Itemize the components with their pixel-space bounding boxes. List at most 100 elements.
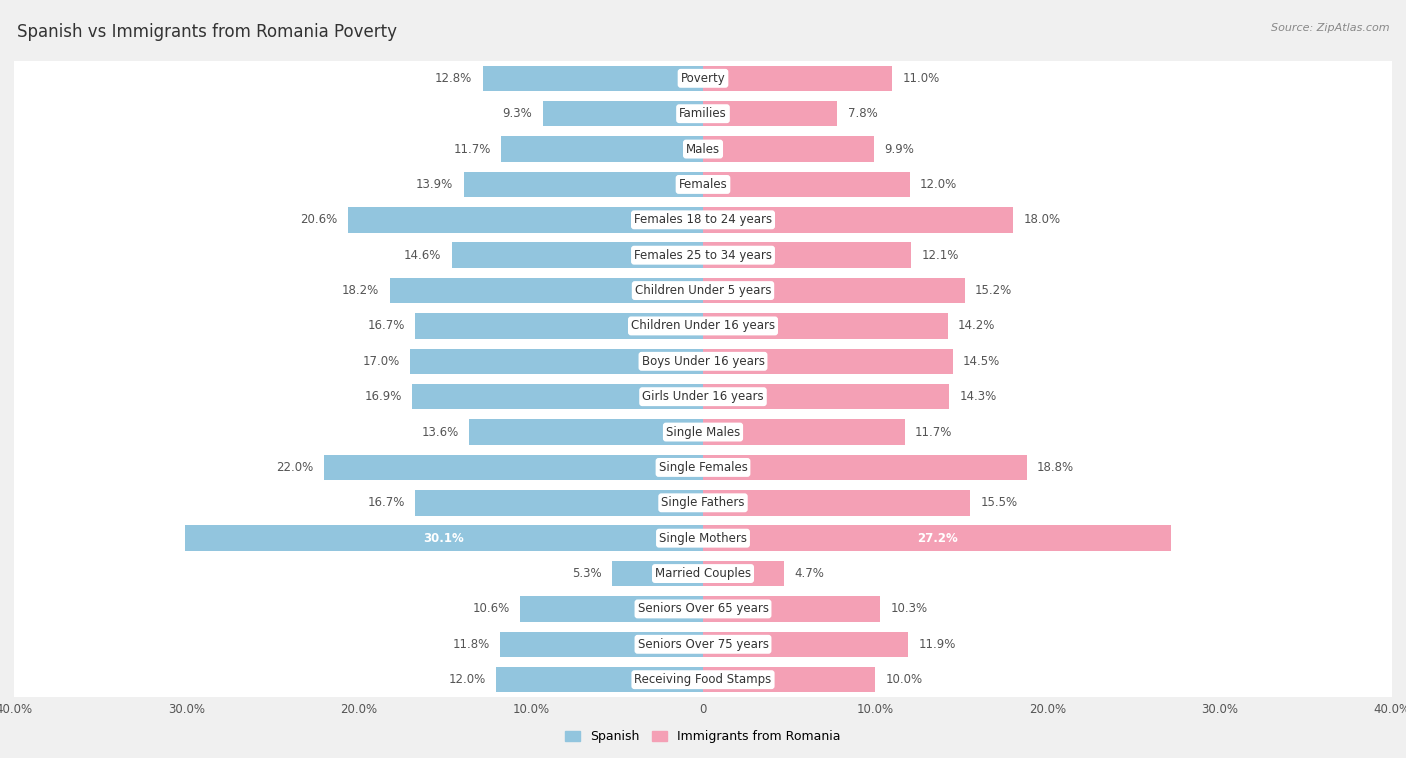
Text: Married Couples: Married Couples: [655, 567, 751, 580]
Text: Single Fathers: Single Fathers: [661, 496, 745, 509]
FancyBboxPatch shape: [14, 273, 1392, 309]
Bar: [703, 455, 1026, 480]
FancyBboxPatch shape: [14, 485, 1392, 521]
FancyBboxPatch shape: [14, 556, 1392, 591]
Text: 18.0%: 18.0%: [1024, 213, 1060, 227]
Text: 12.8%: 12.8%: [434, 72, 472, 85]
FancyBboxPatch shape: [14, 627, 1392, 662]
Bar: [703, 101, 838, 127]
Bar: [703, 631, 908, 657]
Bar: [412, 384, 703, 409]
Text: 7.8%: 7.8%: [848, 107, 877, 121]
Bar: [349, 207, 703, 233]
Text: Poverty: Poverty: [681, 72, 725, 85]
Bar: [543, 101, 703, 127]
Bar: [703, 313, 948, 339]
Text: Families: Families: [679, 107, 727, 121]
FancyBboxPatch shape: [14, 379, 1392, 415]
FancyBboxPatch shape: [14, 591, 1392, 627]
Text: 16.7%: 16.7%: [367, 496, 405, 509]
Text: 18.8%: 18.8%: [1038, 461, 1074, 474]
Text: 12.0%: 12.0%: [920, 178, 957, 191]
Text: 20.6%: 20.6%: [301, 213, 337, 227]
Text: Females 25 to 34 years: Females 25 to 34 years: [634, 249, 772, 262]
Text: 10.6%: 10.6%: [472, 603, 510, 615]
Bar: [451, 243, 703, 268]
Text: 27.2%: 27.2%: [917, 531, 957, 545]
Bar: [703, 490, 970, 515]
Text: 16.7%: 16.7%: [367, 319, 405, 333]
Text: 11.7%: 11.7%: [915, 425, 952, 439]
Bar: [703, 561, 785, 586]
Bar: [482, 66, 703, 91]
Bar: [464, 172, 703, 197]
Text: Seniors Over 75 years: Seniors Over 75 years: [637, 637, 769, 651]
Text: Children Under 5 years: Children Under 5 years: [634, 284, 772, 297]
FancyBboxPatch shape: [14, 167, 1392, 202]
FancyBboxPatch shape: [14, 61, 1392, 96]
Bar: [612, 561, 703, 586]
FancyBboxPatch shape: [14, 449, 1392, 485]
Text: 12.1%: 12.1%: [922, 249, 959, 262]
Text: 9.3%: 9.3%: [503, 107, 533, 121]
Text: 18.2%: 18.2%: [342, 284, 380, 297]
Text: 11.7%: 11.7%: [454, 143, 491, 155]
Text: 11.9%: 11.9%: [918, 637, 956, 651]
Text: Single Males: Single Males: [666, 425, 740, 439]
Text: 30.1%: 30.1%: [423, 531, 464, 545]
Text: Spanish vs Immigrants from Romania Poverty: Spanish vs Immigrants from Romania Pover…: [17, 23, 396, 41]
Bar: [499, 631, 703, 657]
Text: Males: Males: [686, 143, 720, 155]
FancyBboxPatch shape: [14, 343, 1392, 379]
Bar: [389, 278, 703, 303]
Text: Seniors Over 65 years: Seniors Over 65 years: [637, 603, 769, 615]
Text: 4.7%: 4.7%: [794, 567, 824, 580]
Text: Single Females: Single Females: [658, 461, 748, 474]
Text: 15.2%: 15.2%: [976, 284, 1012, 297]
FancyBboxPatch shape: [14, 309, 1392, 343]
FancyBboxPatch shape: [14, 415, 1392, 449]
Legend: Spanish, Immigrants from Romania: Spanish, Immigrants from Romania: [561, 725, 845, 748]
Bar: [415, 313, 703, 339]
Text: Boys Under 16 years: Boys Under 16 years: [641, 355, 765, 368]
Bar: [703, 66, 893, 91]
FancyBboxPatch shape: [14, 202, 1392, 237]
Text: Females 18 to 24 years: Females 18 to 24 years: [634, 213, 772, 227]
Text: 15.5%: 15.5%: [980, 496, 1018, 509]
Bar: [703, 349, 953, 374]
Text: 13.9%: 13.9%: [416, 178, 453, 191]
Text: 14.5%: 14.5%: [963, 355, 1000, 368]
Bar: [184, 525, 703, 551]
Bar: [468, 419, 703, 445]
Text: 14.2%: 14.2%: [957, 319, 995, 333]
FancyBboxPatch shape: [14, 662, 1392, 697]
Bar: [520, 597, 703, 622]
Bar: [323, 455, 703, 480]
Text: 11.0%: 11.0%: [903, 72, 941, 85]
Bar: [703, 597, 880, 622]
Text: Children Under 16 years: Children Under 16 years: [631, 319, 775, 333]
FancyBboxPatch shape: [14, 131, 1392, 167]
Text: 14.6%: 14.6%: [404, 249, 441, 262]
Text: 12.0%: 12.0%: [449, 673, 486, 686]
Text: 10.3%: 10.3%: [891, 603, 928, 615]
Text: 13.6%: 13.6%: [422, 425, 458, 439]
Text: 16.9%: 16.9%: [364, 390, 402, 403]
Bar: [411, 349, 703, 374]
Bar: [703, 278, 965, 303]
Text: 11.8%: 11.8%: [453, 637, 489, 651]
Text: 17.0%: 17.0%: [363, 355, 399, 368]
Text: 5.3%: 5.3%: [572, 567, 602, 580]
Bar: [703, 419, 904, 445]
Bar: [703, 243, 911, 268]
Text: 9.9%: 9.9%: [884, 143, 914, 155]
Text: Single Mothers: Single Mothers: [659, 531, 747, 545]
Bar: [703, 207, 1012, 233]
Text: 10.0%: 10.0%: [886, 673, 922, 686]
Bar: [703, 136, 873, 161]
Bar: [415, 490, 703, 515]
Text: Females: Females: [679, 178, 727, 191]
Text: Source: ZipAtlas.com: Source: ZipAtlas.com: [1271, 23, 1389, 33]
Bar: [703, 525, 1171, 551]
FancyBboxPatch shape: [14, 521, 1392, 556]
